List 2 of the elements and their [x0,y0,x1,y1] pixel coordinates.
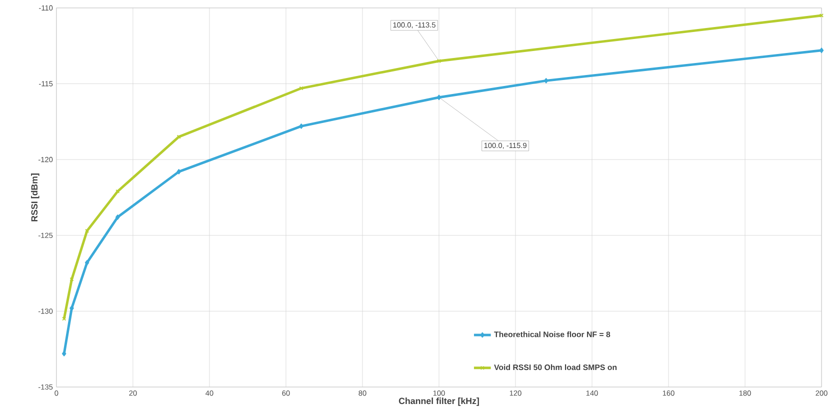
x-axis-title: Channel filter [kHz] [398,398,479,406]
y-axis-title: RSSI [dBm] [31,174,40,222]
